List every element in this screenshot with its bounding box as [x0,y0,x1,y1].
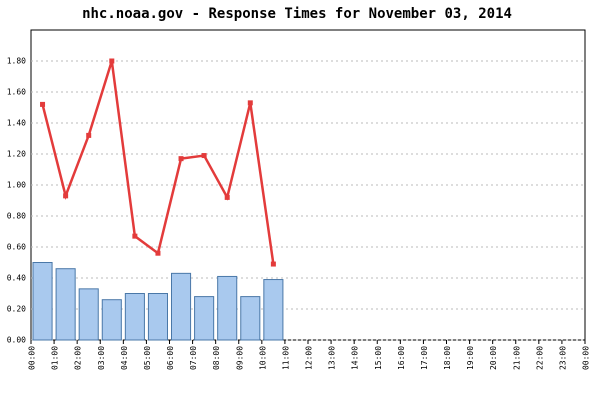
y-tick-label: 1.80 [7,57,26,66]
x-tick-label: 18:00 [443,346,452,370]
marker [63,193,69,199]
bar [78,288,99,341]
y-tick-label: 1.40 [7,119,26,128]
y-tick-label: 0.60 [7,243,26,252]
x-tick-label: 04:00 [120,346,129,370]
x-tick-label: 03:00 [97,346,106,370]
bar [240,296,261,341]
x-tick-label: 06:00 [166,346,175,370]
x-tick-label: 14:00 [351,346,360,370]
x-tick-label: 05:00 [143,346,152,370]
y-tick-label: 1.00 [7,181,26,190]
marker [270,261,276,267]
bar [147,293,169,341]
y-tick-label: 1.60 [7,88,26,97]
y-tick-label: 1.20 [7,150,26,159]
x-tick-label: 08:00 [212,346,221,370]
marker [109,58,115,64]
bar [217,275,238,341]
x-tick-label: 22:00 [535,346,544,370]
x-tick-label: 19:00 [466,346,475,370]
bar [101,299,122,341]
marker [155,250,161,256]
marker [132,233,138,239]
marker [40,101,46,107]
bar [263,279,284,341]
x-tick-label: 11:00 [281,346,290,370]
marker [201,153,207,159]
marker [224,194,230,200]
x-tick-label: 21:00 [512,346,521,370]
bar [32,262,53,341]
x-tick-label: 00:00 [28,346,37,370]
x-tick-label: 15:00 [374,346,383,370]
x-tick-label: 13:00 [328,346,337,370]
bar [55,268,76,341]
bar [124,293,145,341]
x-tick-label: 23:00 [558,346,567,370]
x-tick-label: 16:00 [397,346,406,370]
x-tick-label: 07:00 [189,346,198,370]
x-tick-label: 10:00 [258,346,267,370]
bar [171,272,192,341]
x-tick-label: 17:00 [420,346,429,370]
x-tick-label: 09:00 [235,346,244,370]
x-tick-label: 02:00 [74,346,83,370]
y-tick-label: 0.20 [7,305,26,314]
x-tick-label: 00:00 [582,346,591,370]
x-tick-label: 20:00 [489,346,498,370]
y-tick-label: 0.40 [7,274,26,283]
chart-title: nhc.noaa.gov - Response Times for Novemb… [82,6,512,22]
marker [178,156,184,162]
x-tick-label: 01:00 [51,346,60,370]
bar [194,296,215,341]
y-tick-label: 0.80 [7,212,26,221]
marker [247,100,253,106]
marker [86,132,92,138]
x-tick-label: 12:00 [305,346,314,370]
y-tick-label: 0.00 [7,336,26,345]
